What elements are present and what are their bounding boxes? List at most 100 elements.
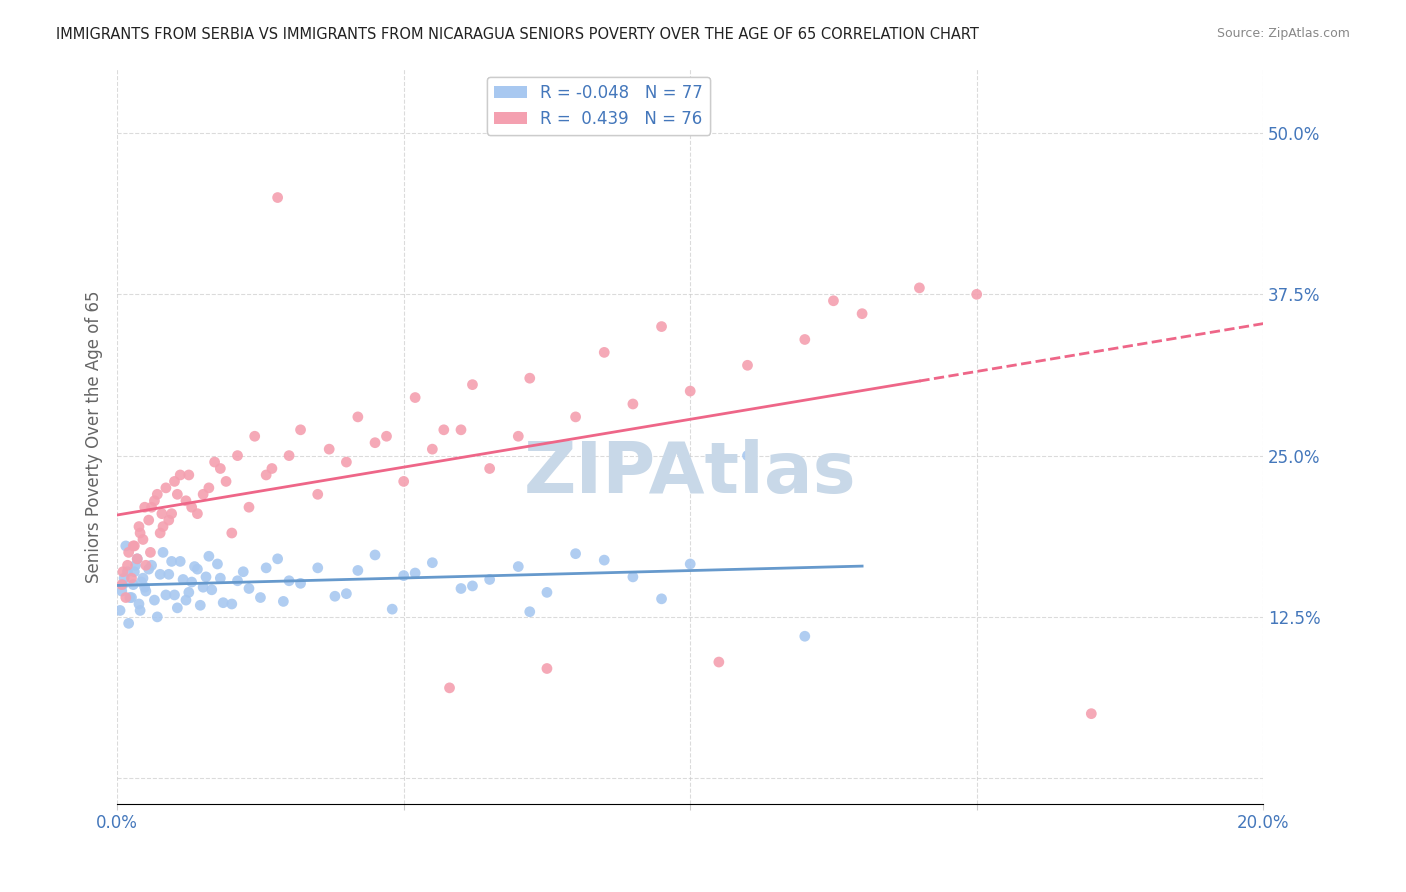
Point (157, 513, 180, 527)
Point (508, 429, 530, 443)
Point (174, 593, 197, 607)
Point (593, 345, 616, 359)
Point (177, 585, 200, 599)
Point (347, 564, 370, 578)
Point (155, 481, 177, 495)
Point (392, 475, 415, 489)
Point (215, 475, 238, 489)
Point (364, 435, 387, 450)
Point (186, 562, 208, 576)
Point (163, 475, 186, 489)
Point (226, 574, 249, 588)
Point (793, 333, 815, 347)
Legend: R = -0.048   N = 77, R =  0.439   N = 76: R = -0.048 N = 77, R = 0.439 N = 76 (486, 77, 710, 135)
Point (433, 423, 456, 437)
Point (172, 573, 194, 587)
Point (209, 571, 232, 585)
Point (117, 565, 139, 579)
Point (157, 567, 180, 582)
Point (679, 557, 702, 571)
Point (129, 526, 152, 541)
Point (128, 597, 150, 611)
Point (188, 599, 211, 613)
Point (121, 571, 143, 585)
Point (966, 287, 988, 301)
Point (519, 371, 541, 385)
Point (149, 567, 172, 582)
Point (823, 293, 845, 308)
Point (201, 582, 224, 597)
Point (260, 461, 283, 475)
Point (221, 597, 243, 611)
Text: IMMIGRANTS FROM SERBIA VS IMMIGRANTS FROM NICARAGUA SENIORS POVERTY OVER THE AGE: IMMIGRANTS FROM SERBIA VS IMMIGRANTS FRO… (56, 27, 979, 42)
Point (128, 519, 150, 533)
Point (422, 556, 444, 570)
Point (323, 589, 346, 603)
Point (450, 582, 472, 596)
Text: Source: ZipAtlas.com: Source: ZipAtlas.com (1216, 27, 1350, 40)
Point (121, 591, 143, 605)
Point (122, 539, 145, 553)
Point (461, 579, 484, 593)
Point (108, 603, 131, 617)
Point (621, 570, 644, 584)
Point (908, 281, 931, 295)
Point (249, 591, 271, 605)
Point (347, 409, 370, 424)
Point (152, 519, 174, 533)
Point (127, 551, 149, 566)
Point (143, 593, 166, 607)
Point (166, 600, 188, 615)
Point (163, 588, 186, 602)
Point (381, 602, 404, 616)
Point (254, 467, 277, 482)
Point (422, 442, 444, 457)
Point (129, 603, 152, 617)
Point (132, 571, 155, 585)
Point (221, 526, 243, 541)
Y-axis label: Seniors Poverty Over the Age of 65: Seniors Poverty Over the Age of 65 (86, 290, 103, 582)
Point (146, 610, 169, 624)
Point (141, 558, 163, 573)
Point (111, 577, 134, 591)
Point (564, 547, 586, 561)
Point (155, 588, 177, 602)
Point (307, 487, 329, 501)
Point (212, 596, 235, 610)
Point (180, 575, 202, 590)
Point (139, 545, 162, 559)
Point (124, 539, 146, 553)
Point (118, 545, 141, 559)
Point (118, 591, 141, 605)
Point (364, 548, 387, 562)
Point (124, 558, 146, 573)
Point (593, 553, 616, 567)
Point (1080, 706, 1102, 721)
Point (392, 568, 415, 582)
Point (238, 500, 260, 515)
Point (851, 307, 873, 321)
Point (335, 587, 357, 601)
Point (278, 574, 301, 588)
Point (118, 616, 141, 631)
Point (737, 359, 759, 373)
Point (519, 605, 541, 619)
Point (180, 500, 202, 515)
Point (191, 580, 214, 594)
Point (450, 423, 472, 437)
Point (135, 584, 157, 599)
Point (243, 429, 266, 443)
Point (138, 513, 160, 527)
Point (478, 461, 501, 475)
Point (198, 549, 221, 564)
Point (290, 423, 312, 437)
Point (204, 455, 226, 469)
Point (307, 561, 329, 575)
Point (318, 442, 340, 457)
Point (114, 539, 136, 553)
Point (266, 190, 288, 204)
Point (266, 551, 288, 566)
Point (404, 566, 426, 580)
Point (174, 493, 197, 508)
Point (124, 565, 146, 579)
